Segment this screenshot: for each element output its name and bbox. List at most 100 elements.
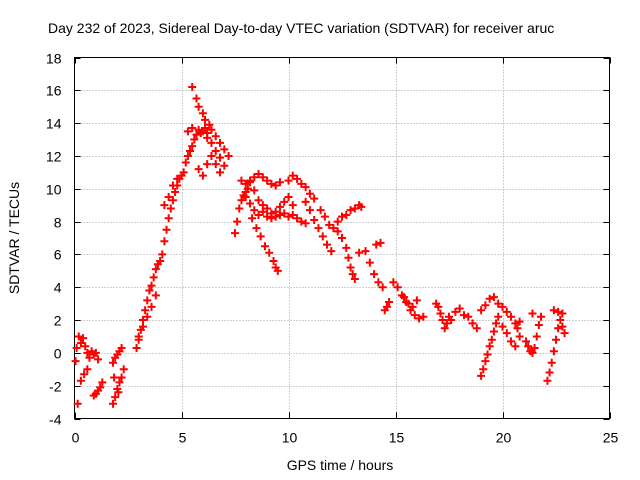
data-point — [408, 302, 417, 311]
data-point — [149, 273, 158, 282]
data-point — [83, 348, 92, 357]
data-point — [156, 256, 165, 265]
data-point — [558, 309, 567, 318]
x-axis-label: GPS time / hours — [287, 457, 394, 473]
data-point — [83, 365, 92, 374]
data-point — [173, 174, 182, 183]
data-point — [327, 247, 336, 256]
data-point — [301, 197, 310, 206]
data-point — [147, 281, 156, 290]
data-point — [241, 192, 250, 201]
data-point — [549, 306, 558, 315]
data-point — [346, 263, 355, 272]
data-point — [288, 171, 297, 180]
data-point — [404, 299, 413, 308]
x-tick-label: 15 — [389, 430, 405, 446]
data-point — [410, 311, 419, 320]
data-point — [511, 342, 520, 351]
data-point — [350, 275, 359, 284]
y-tick-label: -2 — [49, 379, 62, 395]
data-point — [194, 165, 203, 174]
data-point — [293, 214, 302, 223]
data-point — [194, 102, 203, 111]
data-point — [558, 322, 567, 331]
data-point — [254, 196, 263, 205]
data-point — [231, 229, 239, 238]
data-point — [530, 343, 539, 352]
data-point — [372, 240, 381, 249]
y-tick-label: 12 — [46, 149, 62, 165]
data-point — [440, 324, 449, 333]
data-point — [436, 309, 445, 318]
data-point — [98, 378, 107, 387]
data-point — [73, 399, 82, 408]
data-point — [207, 138, 216, 147]
data-point — [545, 368, 554, 377]
data-point — [344, 253, 353, 262]
data-point — [515, 317, 524, 326]
data-point — [233, 217, 242, 226]
data-point — [511, 319, 520, 328]
data-point — [164, 192, 173, 201]
data-point — [254, 211, 263, 220]
data-point — [151, 265, 160, 274]
data-points — [71, 83, 569, 408]
y-tick-label: 2 — [54, 313, 62, 329]
data-point — [355, 248, 364, 257]
data-point — [507, 312, 516, 321]
data-point — [145, 286, 154, 295]
data-point — [94, 355, 103, 364]
data-point — [554, 324, 563, 333]
data-point — [325, 220, 334, 229]
data-point — [76, 376, 85, 385]
data-point — [248, 214, 257, 223]
data-point — [385, 297, 394, 306]
data-point — [479, 365, 488, 374]
data-point — [438, 316, 447, 325]
data-point — [320, 212, 329, 221]
data-point — [80, 370, 89, 379]
data-point — [271, 181, 280, 190]
data-point — [483, 350, 492, 359]
data-point — [288, 211, 297, 220]
data-point — [350, 204, 359, 213]
data-point — [115, 378, 124, 387]
data-point — [72, 343, 81, 352]
data-point — [258, 173, 267, 182]
data-point — [284, 176, 293, 185]
data-point — [348, 270, 357, 279]
data-point — [211, 160, 220, 169]
data-point — [487, 335, 496, 344]
x-tick-label: 20 — [496, 430, 512, 446]
data-point — [515, 332, 524, 341]
data-point — [528, 309, 537, 318]
data-point — [273, 266, 282, 275]
data-point — [477, 371, 486, 380]
data-point — [333, 217, 342, 226]
data-point — [305, 206, 314, 215]
data-point — [267, 214, 276, 223]
data-point — [455, 304, 464, 313]
plot-frame — [74, 57, 610, 419]
data-point — [263, 176, 272, 185]
data-point — [489, 327, 498, 336]
data-point — [256, 232, 265, 241]
data-point — [297, 179, 306, 188]
data-point — [211, 147, 220, 156]
data-point — [552, 335, 560, 344]
data-point — [451, 307, 460, 316]
data-point — [109, 358, 118, 367]
data-point — [275, 178, 284, 187]
data-point — [164, 214, 173, 223]
data-point — [158, 250, 167, 259]
data-point — [305, 189, 314, 198]
data-point — [245, 176, 254, 185]
data-point — [119, 365, 128, 374]
data-point — [192, 130, 201, 139]
data-point — [275, 202, 284, 211]
data-point — [498, 322, 507, 331]
data-point — [117, 373, 126, 382]
data-point — [183, 127, 192, 136]
data-point — [220, 145, 229, 154]
data-point — [323, 240, 332, 249]
